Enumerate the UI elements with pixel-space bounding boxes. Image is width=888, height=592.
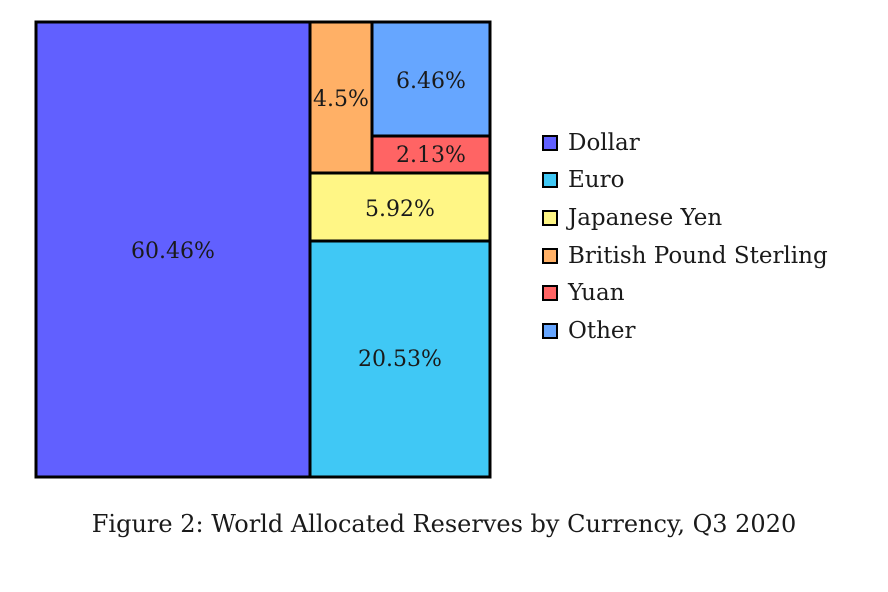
legend-label-british-pound: British Pound Sterling [568,242,828,269]
treemap-cell-euro: 20.53% [308,239,492,479]
legend-item-british-pound: British Pound Sterling [542,237,828,275]
cell-rect-dollar [34,20,312,479]
legend-label-other: Other [568,317,636,344]
cell-label-yuan: 2.13% [396,143,466,168]
legend-label-euro: Euro [568,167,625,194]
legend-swatch-euro [542,172,558,189]
legend-item-yuan: Yuan [542,274,828,312]
legend-item-other: Other [542,312,828,350]
treemap-cell-dollar: 60.46% [34,20,312,479]
legend-label-yuan: Yuan [568,280,625,307]
cell-label-british-pound: 4.5% [313,87,369,112]
legend-swatch-japanese-yen [542,209,558,226]
legend-swatch-british-pound [542,247,558,264]
treemap-cell-japanese-yen: 5.92% [308,171,492,243]
cell-rect-yuan [370,134,492,175]
treemap-cell-other: 6.46% [370,20,492,138]
treemap-cell-yuan: 2.13% [370,134,492,175]
treemap-cell-british-pound: 4.5% [308,20,374,175]
cell-label-dollar: 60.46% [131,239,215,264]
legend-label-dollar: Dollar [568,129,640,156]
legend: Dollar Euro Japanese Yen British Pound S… [542,124,828,350]
cell-label-other: 6.46% [396,69,466,94]
figure-caption: Figure 2: World Allocated Reserves by Cu… [91,510,797,538]
legend-label-japanese-yen: Japanese Yen [568,204,723,231]
legend-item-euro: Euro [542,162,828,200]
legend-item-japanese-yen: Japanese Yen [542,199,828,237]
legend-swatch-dollar [542,134,558,151]
cell-rect-japanese-yen [308,171,492,243]
cell-rect-british-pound [308,20,374,175]
cell-rect-other [370,20,492,138]
cell-label-japanese-yen: 5.92% [365,197,435,222]
cell-label-euro: 20.53% [358,347,442,372]
legend-swatch-other [542,322,558,339]
legend-swatch-yuan [542,285,558,302]
legend-item-dollar: Dollar [542,124,828,162]
